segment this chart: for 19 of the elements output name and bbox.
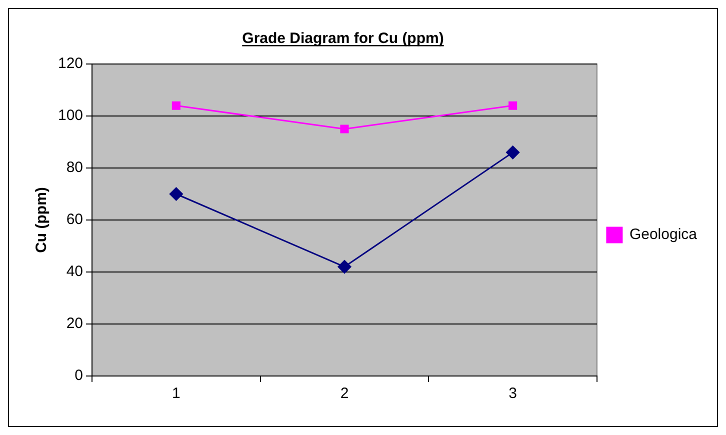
x-tick-label: 3 bbox=[508, 385, 517, 402]
y-tick-label: 100 bbox=[58, 107, 84, 124]
y-tick-label: 0 bbox=[74, 367, 84, 384]
point bbox=[508, 101, 518, 110]
y-axis-title: Cu (ppm) bbox=[33, 187, 50, 253]
legend-label: Geologica bbox=[629, 226, 698, 244]
point bbox=[172, 101, 180, 110]
x-tick-label: 2 bbox=[340, 385, 349, 402]
y-tick-label: 40 bbox=[66, 263, 84, 280]
chart-title: Grade Diagram for Cu (ppm) bbox=[242, 30, 444, 47]
y-tick-label: 20 bbox=[66, 315, 84, 332]
y-tick-label: 60 bbox=[66, 211, 84, 228]
y-tick-label: 80 bbox=[66, 159, 84, 176]
point bbox=[340, 124, 349, 134]
point bbox=[338, 260, 352, 274]
x-tick-label: 1 bbox=[172, 385, 180, 402]
point bbox=[169, 187, 183, 201]
y-tick-label: 120 bbox=[58, 55, 84, 72]
point bbox=[506, 146, 520, 160]
